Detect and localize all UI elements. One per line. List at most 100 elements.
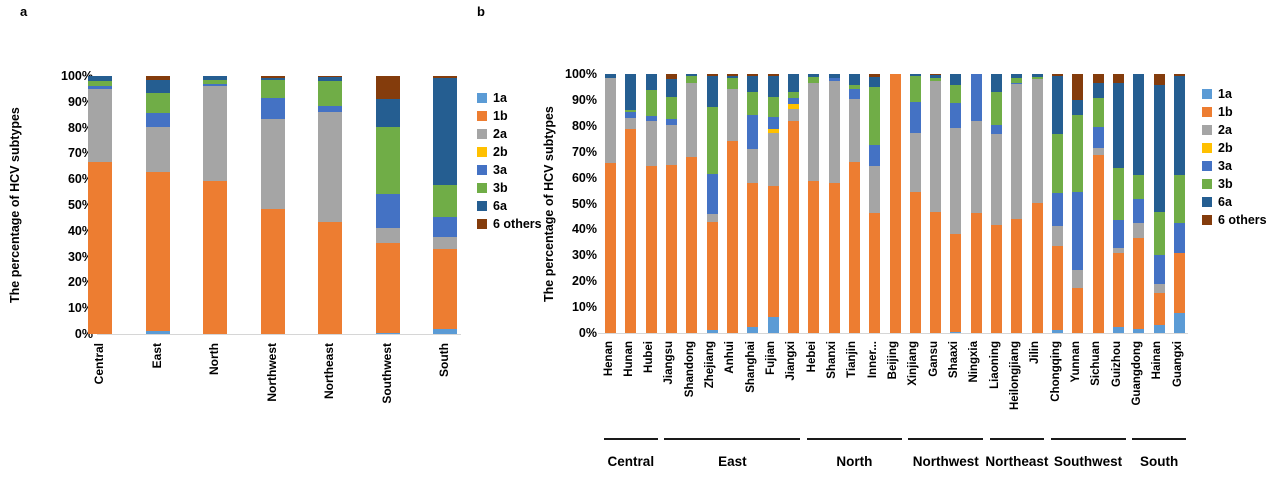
segment-3b bbox=[665, 96, 677, 120]
segment-1b bbox=[706, 221, 718, 330]
segment-1a bbox=[375, 332, 400, 334]
segment-3a bbox=[1113, 220, 1125, 249]
segment-2a bbox=[145, 127, 170, 172]
panel-b-legend: 1a 1b 2a 2b 3a 3b 6a 6 others bbox=[1202, 88, 1267, 226]
segment-6a bbox=[767, 76, 779, 98]
segment-3b bbox=[1153, 211, 1165, 256]
x-label-zhejiang: Zhejiang bbox=[704, 341, 717, 389]
x-label-shanxi: Shanxi bbox=[826, 341, 839, 379]
region-group-label-southwest: Southwest bbox=[1053, 454, 1123, 469]
x-label-chongqing: Chongqing bbox=[1049, 341, 1062, 402]
segment-6a bbox=[930, 75, 942, 78]
y-tick-label-40: 40% bbox=[67, 223, 93, 238]
segment-3a bbox=[909, 101, 921, 133]
legend-swatch-2b bbox=[477, 147, 487, 157]
y-tick-label-40: 40% bbox=[571, 222, 597, 237]
legend-item-2a: 2a bbox=[1202, 124, 1267, 136]
segment-1a bbox=[747, 327, 759, 333]
segment-3a bbox=[848, 89, 860, 100]
bar-liaoning bbox=[991, 74, 1003, 333]
bar-chongqing bbox=[1052, 74, 1064, 333]
segment-6a bbox=[828, 74, 840, 79]
segment-2a bbox=[1113, 248, 1125, 254]
segment-1b bbox=[909, 191, 921, 333]
segment-6-others bbox=[260, 76, 285, 78]
segment-6a bbox=[1113, 83, 1125, 169]
segment-6a bbox=[1174, 76, 1185, 176]
legend-item-2a: 2a bbox=[477, 128, 542, 140]
region-group-label-south: South bbox=[1140, 454, 1179, 469]
segment-3b bbox=[991, 91, 1003, 126]
segment-6-others bbox=[318, 76, 342, 78]
x-label-anhui: Anhui bbox=[724, 341, 737, 374]
segment-2a bbox=[991, 134, 1003, 225]
segment-3a bbox=[665, 119, 677, 126]
segment-1a bbox=[1052, 330, 1064, 333]
bar-gansu bbox=[930, 74, 942, 333]
region-group-line-southwest bbox=[1050, 438, 1126, 440]
segment-6a bbox=[318, 77, 342, 82]
segment-3a bbox=[433, 216, 457, 237]
segment-3b bbox=[767, 97, 779, 118]
legend-swatch-1a bbox=[477, 93, 487, 103]
region-group-line-east bbox=[664, 438, 801, 440]
segment-6-others bbox=[1113, 74, 1125, 84]
segment-3a bbox=[1133, 199, 1145, 224]
x-label-hebei: Hebei bbox=[805, 341, 818, 373]
segment-3b bbox=[869, 87, 881, 145]
segment-3a bbox=[950, 102, 962, 129]
segment-1b bbox=[260, 208, 285, 334]
region-group-line-north bbox=[806, 438, 902, 440]
segment-3a bbox=[88, 85, 112, 89]
y-tick-label-90: 90% bbox=[67, 94, 93, 109]
segment-6-others bbox=[1153, 74, 1165, 85]
segment-3b bbox=[808, 76, 820, 83]
x-label-guangdong: Guangdong bbox=[1130, 341, 1143, 406]
segment-3b bbox=[625, 110, 637, 113]
segment-1b bbox=[869, 213, 881, 333]
legend-swatch-2a bbox=[1202, 125, 1212, 135]
segment-3a bbox=[645, 115, 657, 121]
legend-item-6-others: 6 others bbox=[1202, 214, 1267, 226]
segment-3a bbox=[625, 112, 637, 119]
bar-hunan bbox=[625, 74, 637, 333]
segment-3b bbox=[375, 127, 400, 195]
bar-hebei bbox=[808, 74, 820, 333]
y-tick-label-70: 70% bbox=[571, 144, 597, 159]
segment-2a bbox=[375, 227, 400, 243]
segment-3a bbox=[1052, 192, 1064, 227]
segment-1a bbox=[950, 331, 962, 333]
y-tick-label-30: 30% bbox=[67, 249, 93, 264]
segment-3b bbox=[318, 81, 342, 106]
legend-item-6a: 6a bbox=[477, 200, 542, 212]
x-label-beijing: Beijing bbox=[887, 341, 899, 380]
segment-3a bbox=[260, 97, 285, 120]
segment-6-others bbox=[1174, 74, 1185, 77]
segment-1a bbox=[145, 331, 170, 334]
region-group-label-northeast: Northeast bbox=[985, 454, 1049, 469]
bar-shandong bbox=[686, 74, 698, 333]
x-label-sichuan: Sichuan bbox=[1090, 341, 1103, 386]
legend-item-2b: 2b bbox=[477, 146, 542, 158]
bar-southwest bbox=[375, 76, 400, 334]
segment-3b bbox=[1092, 98, 1104, 127]
segment-1b bbox=[625, 128, 637, 333]
segment-2a bbox=[1133, 223, 1145, 239]
bar-guangxi bbox=[1174, 74, 1185, 333]
x-label-fujian: Fujian bbox=[765, 341, 778, 375]
segment-1b bbox=[1133, 238, 1145, 330]
y-tick-label-70: 70% bbox=[67, 146, 93, 161]
segment-2a bbox=[433, 237, 457, 249]
segment-1a bbox=[1133, 329, 1145, 333]
bar-north bbox=[203, 76, 227, 334]
segment-2b bbox=[767, 128, 779, 133]
segment-6a bbox=[605, 74, 616, 79]
segment-3b bbox=[203, 80, 227, 84]
segment-3b bbox=[1133, 175, 1145, 200]
legend-label-1a: 1a bbox=[1218, 87, 1232, 101]
legend-swatch-2a bbox=[477, 129, 487, 139]
segment-2a bbox=[625, 118, 637, 129]
segment-1b bbox=[747, 182, 759, 328]
segment-2a bbox=[1011, 84, 1023, 220]
